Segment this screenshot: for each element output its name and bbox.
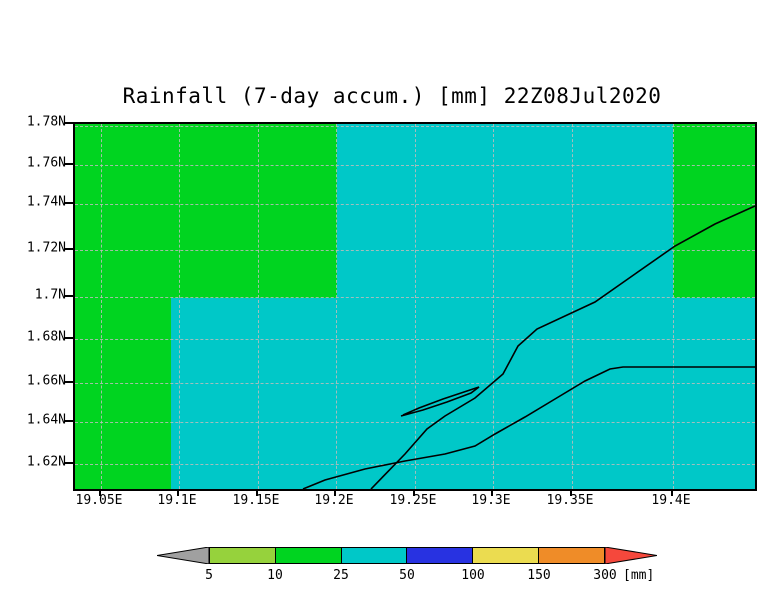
x-tick-label: 19.35E	[546, 493, 594, 508]
y-tick-mark	[64, 420, 73, 422]
colorbar-bands	[209, 547, 605, 564]
x-tick-mark	[177, 487, 179, 496]
x-tick-mark	[334, 487, 336, 496]
page-title: Rainfall (7-day accum.) [mm] 22Z08Jul202…	[122, 84, 662, 108]
gridline-horizontal	[75, 165, 755, 166]
gridline-horizontal	[75, 464, 755, 465]
y-tick-label: 1.78N	[26, 114, 66, 130]
colorbar-tick-label: 50	[399, 568, 415, 583]
x-tick-label: 19.1E	[157, 493, 197, 508]
fill-cell-west-green-upper	[75, 124, 337, 298]
colorbar-tick-label: 5	[205, 568, 213, 583]
colorbar-tick-label: 300	[593, 568, 617, 583]
x-tick-mark	[99, 487, 101, 496]
x-tick-mark	[671, 487, 673, 496]
southeast-boundary-line	[302, 366, 755, 489]
gridline-vertical	[415, 124, 416, 489]
colorbar-band-10-25	[274, 547, 341, 564]
y-tick-mark	[64, 202, 73, 204]
x-tick-label: 19.3E	[471, 493, 511, 508]
gridline-vertical	[336, 124, 337, 489]
y-tick-mark	[64, 337, 73, 339]
x-tick-label: 19.2E	[314, 493, 354, 508]
y-tick-mark	[64, 248, 73, 250]
gridline-horizontal	[75, 204, 755, 205]
gridline-horizontal	[75, 126, 755, 127]
gridline-vertical	[101, 124, 102, 489]
x-tick-mark	[491, 487, 493, 496]
gridline-vertical	[572, 124, 573, 489]
y-tick-label: 1.68N	[26, 329, 66, 345]
x-tick-label: 19.15E	[232, 493, 280, 508]
colorbar-tick-label: 100	[461, 568, 485, 583]
map-overlay-lines	[302, 205, 755, 489]
gridline-vertical	[673, 124, 674, 489]
x-tick-label: 19.25E	[389, 493, 437, 508]
y-tick-mark	[64, 163, 73, 165]
y-tick-mark	[64, 381, 73, 383]
gridline-vertical	[258, 124, 259, 489]
river-tributary	[400, 386, 480, 417]
colorbar-extend-low-arrow	[157, 547, 209, 564]
x-tick-mark	[256, 487, 258, 496]
gridline-vertical	[179, 124, 180, 489]
gridline-horizontal	[75, 250, 755, 251]
x-tick-label: 19.05E	[75, 493, 123, 508]
colorbar-band-50-100	[406, 547, 473, 564]
colorbar-tick-label: 25	[333, 568, 349, 583]
gridline-horizontal	[75, 297, 755, 298]
colorbar-band-100-150	[472, 547, 539, 564]
y-tick-label: 1.64N	[26, 412, 66, 428]
gridline-horizontal	[75, 383, 755, 384]
x-tick-mark	[413, 487, 415, 496]
gridline-horizontal	[75, 422, 755, 423]
colorbar-tick-label: 10	[267, 568, 283, 583]
colorbar-band-150-300	[538, 547, 605, 564]
gridline-vertical	[493, 124, 494, 489]
colorbar-band-25-50	[340, 547, 407, 564]
y-tick-label: 1.66N	[26, 373, 66, 389]
y-tick-label: 1.62N	[26, 454, 66, 470]
y-tick-label: 1.76N	[26, 155, 66, 171]
colorbar-extend-high-arrow	[605, 547, 657, 564]
y-tick-mark	[64, 122, 73, 124]
y-tick-mark	[64, 462, 73, 464]
x-tick-mark	[570, 487, 572, 496]
colorbar-legend[interactable]: 5 10 25 50 100 150 300 [mm]	[157, 546, 657, 583]
x-tick-label: 19.4E	[651, 493, 691, 508]
colorbar-units-label: [mm]	[623, 568, 655, 583]
map-plot-area[interactable]	[73, 122, 757, 491]
y-tick-label: 1.74N	[26, 194, 66, 210]
gridline-horizontal	[75, 339, 755, 340]
fill-cell-northeast-green	[673, 124, 755, 298]
y-tick-label: 1.72N	[26, 240, 66, 256]
colorbar-band-5-10	[209, 547, 275, 564]
northeast-boundary-line	[370, 205, 755, 489]
colorbar-tick-label: 150	[527, 568, 551, 583]
fill-cell-west-green-lower	[75, 298, 171, 489]
y-tick-mark	[64, 295, 73, 297]
y-tick-label: 1.7N	[34, 287, 66, 303]
